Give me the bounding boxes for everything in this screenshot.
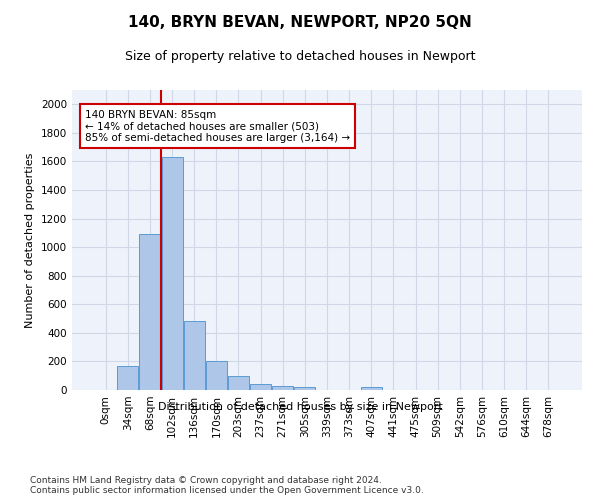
Bar — [361, 388, 382, 390]
Bar — [206, 362, 227, 390]
Text: 140 BRYN BEVAN: 85sqm
← 14% of detached houses are smaller (503)
85% of semi-det: 140 BRYN BEVAN: 85sqm ← 14% of detached … — [85, 110, 350, 142]
Bar — [139, 234, 160, 390]
Text: Size of property relative to detached houses in Newport: Size of property relative to detached ho… — [125, 50, 475, 63]
Bar — [295, 387, 316, 390]
Bar — [250, 384, 271, 390]
Text: Contains HM Land Registry data © Crown copyright and database right 2024.
Contai: Contains HM Land Registry data © Crown c… — [30, 476, 424, 495]
Bar — [272, 386, 293, 390]
Bar — [161, 157, 182, 390]
Bar — [228, 376, 249, 390]
Text: 140, BRYN BEVAN, NEWPORT, NP20 5QN: 140, BRYN BEVAN, NEWPORT, NP20 5QN — [128, 15, 472, 30]
Bar — [118, 366, 139, 390]
Y-axis label: Number of detached properties: Number of detached properties — [25, 152, 35, 328]
Bar — [184, 322, 205, 390]
Text: Distribution of detached houses by size in Newport: Distribution of detached houses by size … — [158, 402, 442, 412]
